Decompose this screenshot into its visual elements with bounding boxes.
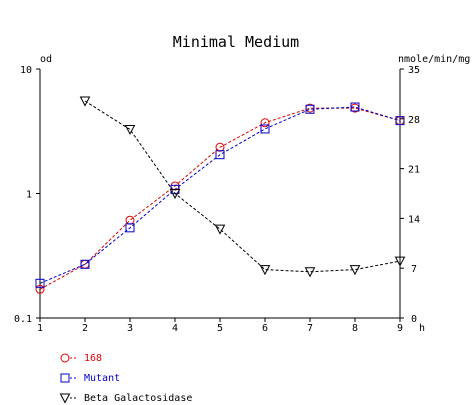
data-point — [125, 223, 135, 233]
data-point — [35, 284, 45, 294]
y-right-tick-label: 0 — [411, 314, 417, 325]
y-right-tick-label: 28 — [408, 115, 420, 126]
data-point — [259, 265, 271, 276]
legend-marker — [60, 353, 70, 363]
data-point — [305, 104, 315, 114]
legend-label: Beta Galactosidase — [84, 393, 192, 404]
legend-item-2: Beta Galactosidase — [59, 393, 192, 404]
y-right-tick-label: 21 — [408, 165, 420, 176]
series-2 — [79, 96, 406, 278]
data-point — [215, 142, 225, 152]
data-point — [79, 96, 91, 107]
x-axis-label: h — [419, 323, 425, 334]
x-tick-label: 4 — [172, 323, 178, 334]
x-tick-label: 7 — [307, 323, 313, 334]
series-line — [84, 100, 401, 273]
legend-marker — [59, 393, 71, 404]
data-point — [260, 118, 270, 128]
axis-ticks: 1 2 3 4 5 6 7 8 9 0.1 1 10 0 7 14 21 28 35 — [14, 65, 420, 334]
y-left-tick-label: 0.1 — [14, 314, 32, 325]
y-left-axis-label: od — [40, 54, 52, 65]
x-tick-label: 1 — [37, 323, 43, 334]
x-tick-label: 9 — [397, 323, 403, 334]
data-point — [304, 267, 316, 278]
data-point — [169, 189, 181, 200]
data-point — [124, 124, 136, 136]
series-0 — [35, 103, 405, 294]
y-right-tick-label: 35 — [408, 65, 420, 76]
data-point — [395, 116, 405, 126]
data-point — [349, 265, 361, 276]
data-point — [215, 150, 225, 160]
x-tick-label: 5 — [217, 323, 223, 334]
legend-marker — [60, 373, 70, 383]
y-left-tick-label: 1 — [26, 190, 32, 201]
legend: 168 Mutant Beta Galactosidase — [59, 353, 192, 404]
y-right-axis-label: nmole/min/mg — [398, 54, 470, 65]
series-1 — [35, 102, 405, 288]
legend-item-1: Mutant — [60, 373, 120, 384]
legend-item-0: 168 — [60, 353, 102, 364]
y-left-tick-label: 10 — [20, 65, 32, 76]
data-point — [394, 256, 406, 267]
y-right-tick-label: 7 — [411, 264, 417, 275]
x-tick-label: 8 — [352, 323, 358, 334]
data-point — [350, 102, 360, 112]
series-line — [39, 106, 401, 284]
y-right-tick-label: 14 — [408, 214, 420, 225]
data-point — [214, 224, 226, 235]
legend-label: Mutant — [84, 373, 120, 384]
series-line — [39, 107, 401, 290]
data-point — [260, 124, 270, 134]
data-point — [80, 259, 90, 269]
data-point — [125, 215, 135, 225]
legend-label: 168 — [84, 353, 102, 364]
x-tick-label: 6 — [262, 323, 268, 334]
data-point — [35, 278, 45, 288]
series-layer — [35, 96, 406, 294]
x-tick-label: 3 — [127, 323, 133, 334]
x-tick-label: 2 — [82, 323, 88, 334]
chart-title: Minimal Medium — [173, 33, 299, 51]
